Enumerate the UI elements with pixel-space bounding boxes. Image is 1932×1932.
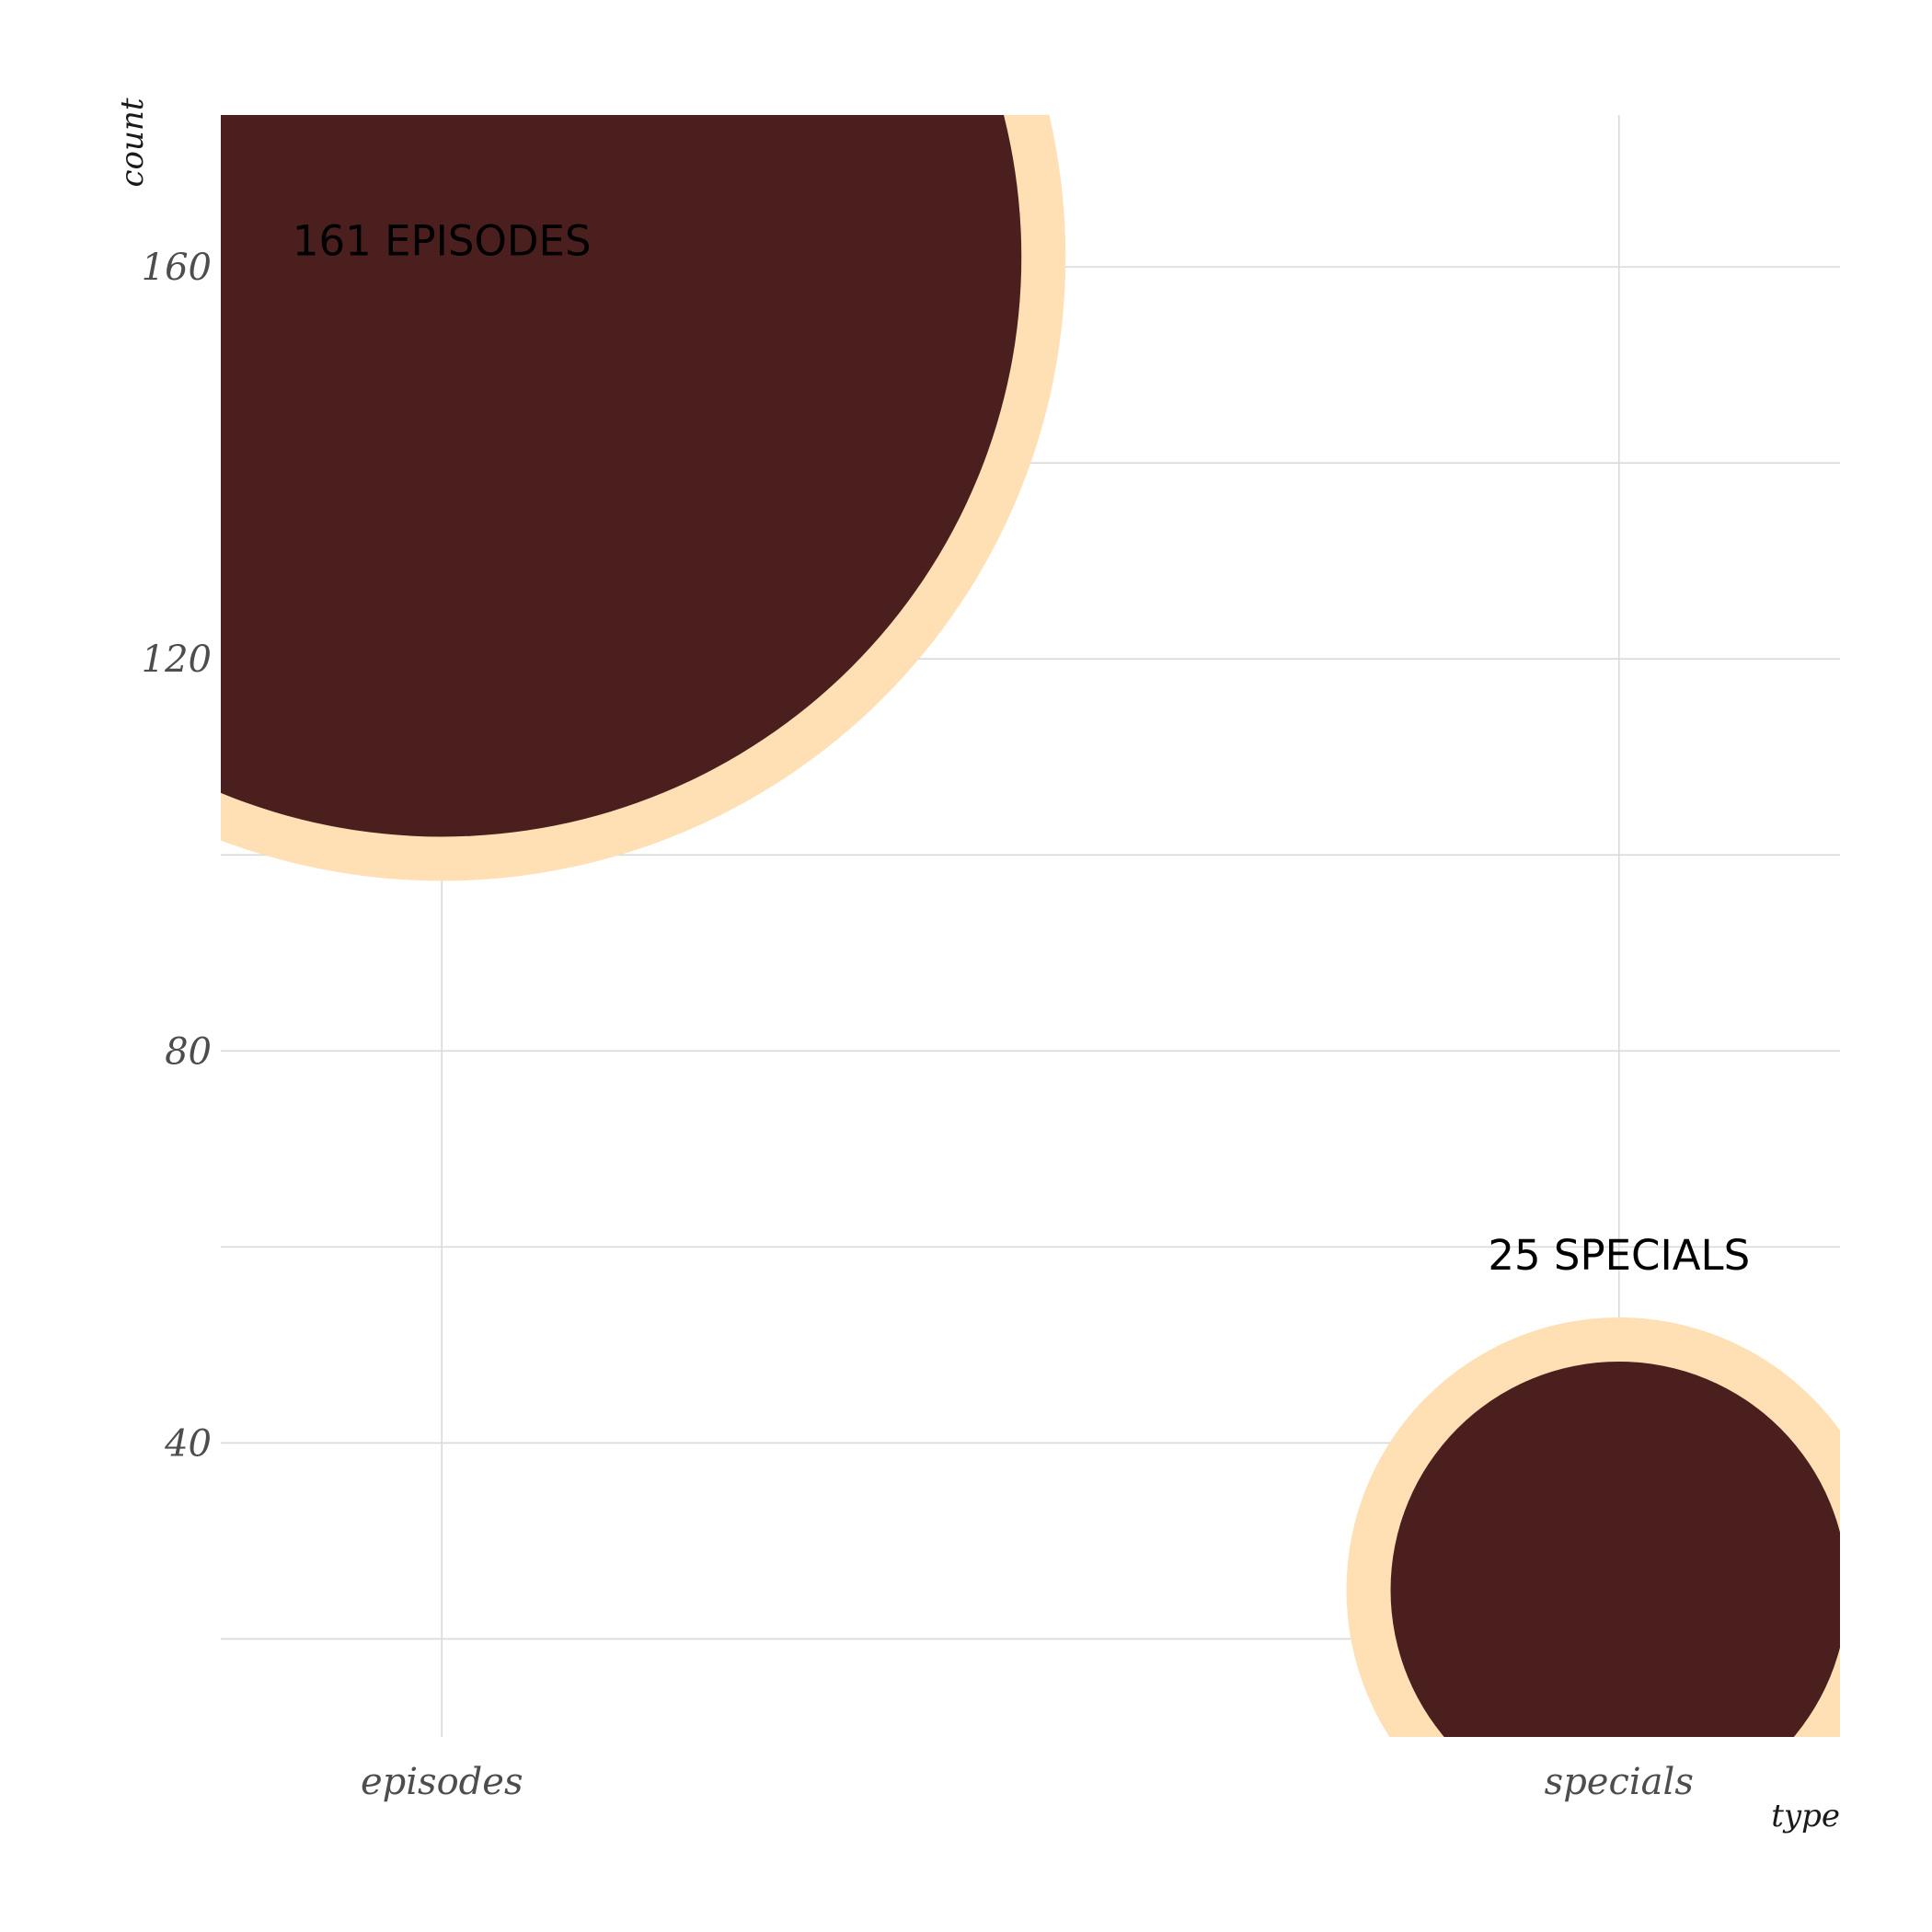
data-labels: 161 EPISODES 25 SPECIALS xyxy=(293,216,1750,1279)
data-label: 25 SPECIALS xyxy=(1488,1231,1750,1280)
x-tick-label: episodes xyxy=(361,1761,523,1803)
y-axis-title: count xyxy=(114,98,151,187)
y-tick-label: 40 xyxy=(164,1422,212,1465)
y-tick-label: 160 xyxy=(142,247,212,289)
x-tick-label: specials xyxy=(1545,1761,1694,1803)
y-tick-label: 120 xyxy=(142,638,212,681)
y-tick-label: 80 xyxy=(165,1030,212,1073)
bubble xyxy=(221,115,1022,837)
bubble xyxy=(1390,1362,1840,1737)
bubbles xyxy=(221,115,1840,1737)
axes: type count 40 80 120 160 episodes specials xyxy=(114,98,1840,1834)
data-label: 161 EPISODES xyxy=(293,216,592,265)
x-axis-title: type xyxy=(1771,1798,1840,1834)
